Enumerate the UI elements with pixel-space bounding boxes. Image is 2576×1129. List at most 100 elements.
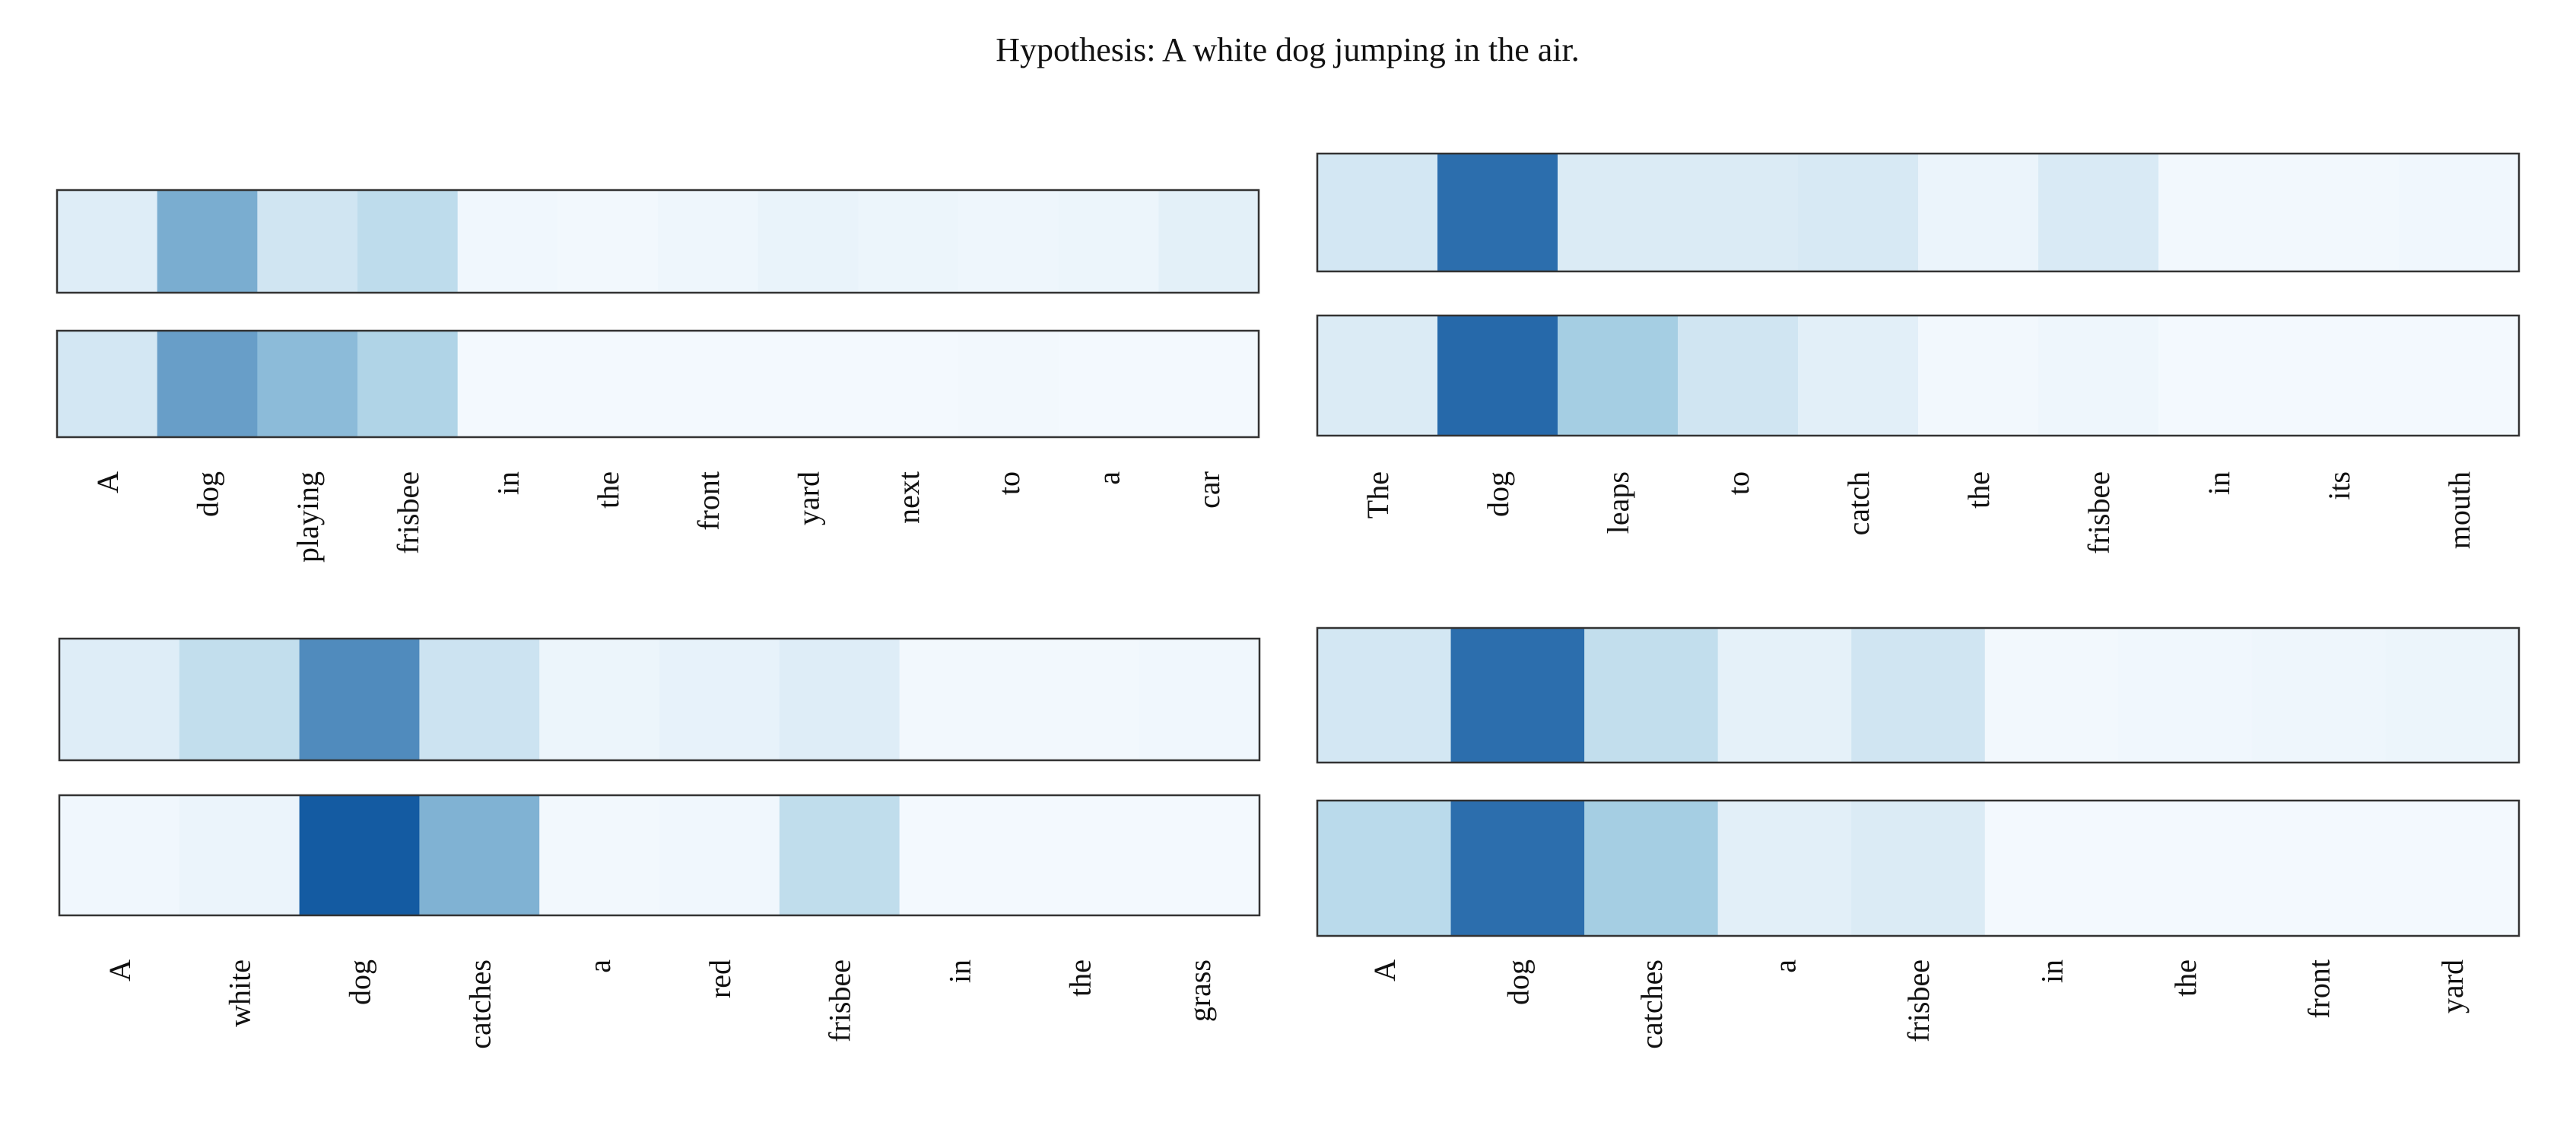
heatmap-cell	[557, 331, 658, 437]
heatmap-cell	[257, 331, 357, 437]
heatmap-cell	[539, 639, 659, 760]
token-label: The	[1361, 471, 1395, 519]
token-label: to	[1721, 471, 1755, 495]
heatmap-cell	[458, 331, 558, 437]
token-label: in	[2202, 471, 2236, 495]
heatmap-cell	[1678, 316, 1799, 436]
heatmap-cell	[2279, 316, 2400, 436]
heatmap-cell	[419, 639, 539, 760]
heatmap-cell	[2385, 628, 2519, 763]
heatmap-cell	[2399, 316, 2520, 436]
heatmap-cell	[1851, 628, 1985, 763]
heatmap-cell	[2252, 801, 2386, 936]
heatmap-cell	[659, 639, 780, 760]
heatmap-cell	[2118, 628, 2252, 763]
heatmap-cell	[1584, 628, 1718, 763]
token-label: catches	[1634, 959, 1669, 1049]
heatmap-cell	[1678, 154, 1799, 271]
heatmap-cell	[1317, 316, 1438, 436]
heatmap-cell	[257, 190, 357, 293]
token-label: car	[1192, 471, 1226, 509]
token-label: dog	[343, 959, 377, 1005]
heatmap-cell	[1718, 801, 1852, 936]
token-label: the	[1062, 959, 1097, 997]
heatmap-cell	[1059, 331, 1159, 437]
token-label: front	[2302, 959, 2336, 1019]
heatmap-cell	[1317, 628, 1451, 763]
heatmap-cell	[858, 190, 958, 293]
heatmap-cell	[1851, 801, 1985, 936]
attention-figure: Hypothesis: A white dog jumping in the a…	[0, 0, 2576, 1129]
token-label: grass	[1183, 959, 1217, 1022]
token-label: red	[703, 959, 737, 998]
token-label: yard	[792, 471, 826, 525]
token-label: in	[2035, 959, 2069, 983]
heatmap-cell	[958, 331, 1059, 437]
heatmap-cell	[2118, 801, 2252, 936]
heatmap-cell	[1317, 801, 1451, 936]
heatmap-cell	[1019, 795, 1139, 915]
heatmap-cell	[300, 795, 420, 915]
heatmap-cell	[780, 795, 900, 915]
token-label: catches	[462, 959, 497, 1049]
heatmap-cell	[157, 190, 258, 293]
heatmap-cell	[59, 795, 179, 915]
heatmap-cell	[1718, 628, 1852, 763]
heatmap-cell	[1798, 316, 1919, 436]
token-label: dog	[1481, 471, 1515, 517]
heatmap-cell	[1558, 316, 1679, 436]
heatmap-cell	[458, 190, 558, 293]
heatmap-cell	[57, 190, 157, 293]
heatmap-cell	[419, 795, 539, 915]
heatmap-cell	[2385, 801, 2519, 936]
heatmap-cell	[2038, 154, 2159, 271]
heatmap-cell	[1158, 190, 1259, 293]
heatmap-cell	[1985, 801, 2119, 936]
heatmap-panel-top-right: The dog leaps to catch the frisbee in its mouth	[1317, 154, 2520, 554]
heatmap-cell	[1584, 801, 1718, 936]
heatmap-cell	[1317, 154, 1438, 271]
heatmap-cell	[1558, 154, 1679, 271]
heatmap-cell	[900, 639, 1020, 760]
heatmap-cell	[1139, 639, 1259, 760]
heatmap-cell	[2252, 628, 2386, 763]
heatmap-cell	[1918, 316, 2039, 436]
heatmap-cell	[2279, 154, 2400, 271]
heatmap-cell	[2158, 154, 2279, 271]
heatmap-cell	[780, 639, 900, 760]
heatmap-cell	[1798, 154, 1919, 271]
token-label: a	[1768, 959, 1802, 973]
heatmap-cell	[1019, 639, 1139, 760]
heatmap-cell	[1437, 154, 1558, 271]
heatmap-cell	[1451, 801, 1585, 936]
token-label: the	[2168, 959, 2203, 997]
token-label: front	[691, 471, 726, 531]
heatmap-cell	[539, 795, 659, 915]
heatmap-cell	[1985, 628, 2119, 763]
token-label: catch	[1841, 471, 1876, 535]
token-label: in	[943, 959, 977, 983]
token-label: frisbee	[2082, 471, 2116, 554]
heatmap-cell	[658, 190, 758, 293]
token-label: next	[891, 471, 926, 524]
heatmap-cell	[758, 190, 859, 293]
token-label: to	[992, 471, 1026, 495]
token-label: A	[1367, 959, 1402, 982]
token-label: frisbee	[391, 471, 425, 554]
token-label: dog	[1501, 959, 1535, 1005]
token-label: frisbee	[823, 959, 857, 1042]
heatmap-cell	[59, 639, 179, 760]
token-label: white	[223, 959, 257, 1027]
token-label: yard	[2435, 959, 2470, 1013]
token-label: mouth	[2442, 471, 2476, 549]
heatmap-cell	[658, 331, 758, 437]
heatmap-cell	[1918, 154, 2039, 271]
token-label: a	[583, 959, 617, 973]
heatmap-cell	[758, 331, 859, 437]
token-label: leaps	[1601, 471, 1635, 534]
heatmap-cell	[1451, 628, 1585, 763]
heatmap-cell	[357, 190, 458, 293]
heatmap-cell	[179, 639, 300, 760]
